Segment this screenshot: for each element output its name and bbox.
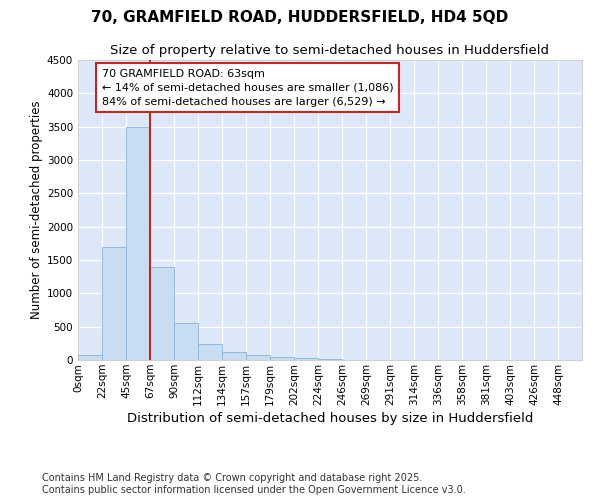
Bar [198,344,222,360]
Bar [102,246,126,360]
Bar [222,352,246,360]
Y-axis label: Number of semi-detached properties: Number of semi-detached properties [30,100,43,320]
X-axis label: Distribution of semi-detached houses by size in Huddersfield: Distribution of semi-detached houses by … [127,412,533,425]
Bar [270,356,294,360]
Bar [150,266,174,360]
Bar [126,126,150,360]
Title: Size of property relative to semi-detached houses in Huddersfield: Size of property relative to semi-detach… [110,44,550,58]
Bar [294,358,318,360]
Text: 70 GRAMFIELD ROAD: 63sqm
← 14% of semi-detached houses are smaller (1,086)
84% o: 70 GRAMFIELD ROAD: 63sqm ← 14% of semi-d… [102,68,394,106]
Bar [246,355,270,360]
Text: 70, GRAMFIELD ROAD, HUDDERSFIELD, HD4 5QD: 70, GRAMFIELD ROAD, HUDDERSFIELD, HD4 5Q… [91,10,509,25]
Bar [78,355,102,360]
Bar [174,324,198,360]
Text: Contains HM Land Registry data © Crown copyright and database right 2025.
Contai: Contains HM Land Registry data © Crown c… [42,474,466,495]
